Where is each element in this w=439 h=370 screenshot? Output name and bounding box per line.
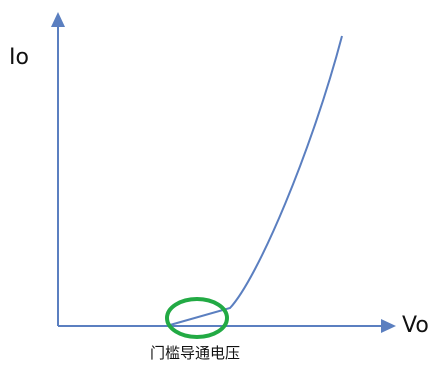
x-axis-arrow-icon [381, 319, 396, 333]
iv-curve [169, 35, 343, 326]
y-axis [51, 12, 65, 326]
y-axis-arrow-icon [51, 12, 65, 27]
y-axis-label: Io [9, 45, 29, 70]
x-axis [58, 319, 396, 333]
threshold-voltage-label: 门槛导通电压 [150, 344, 241, 362]
x-axis-label: Vo [402, 313, 429, 338]
threshold-voltage-highlight [165, 297, 229, 339]
